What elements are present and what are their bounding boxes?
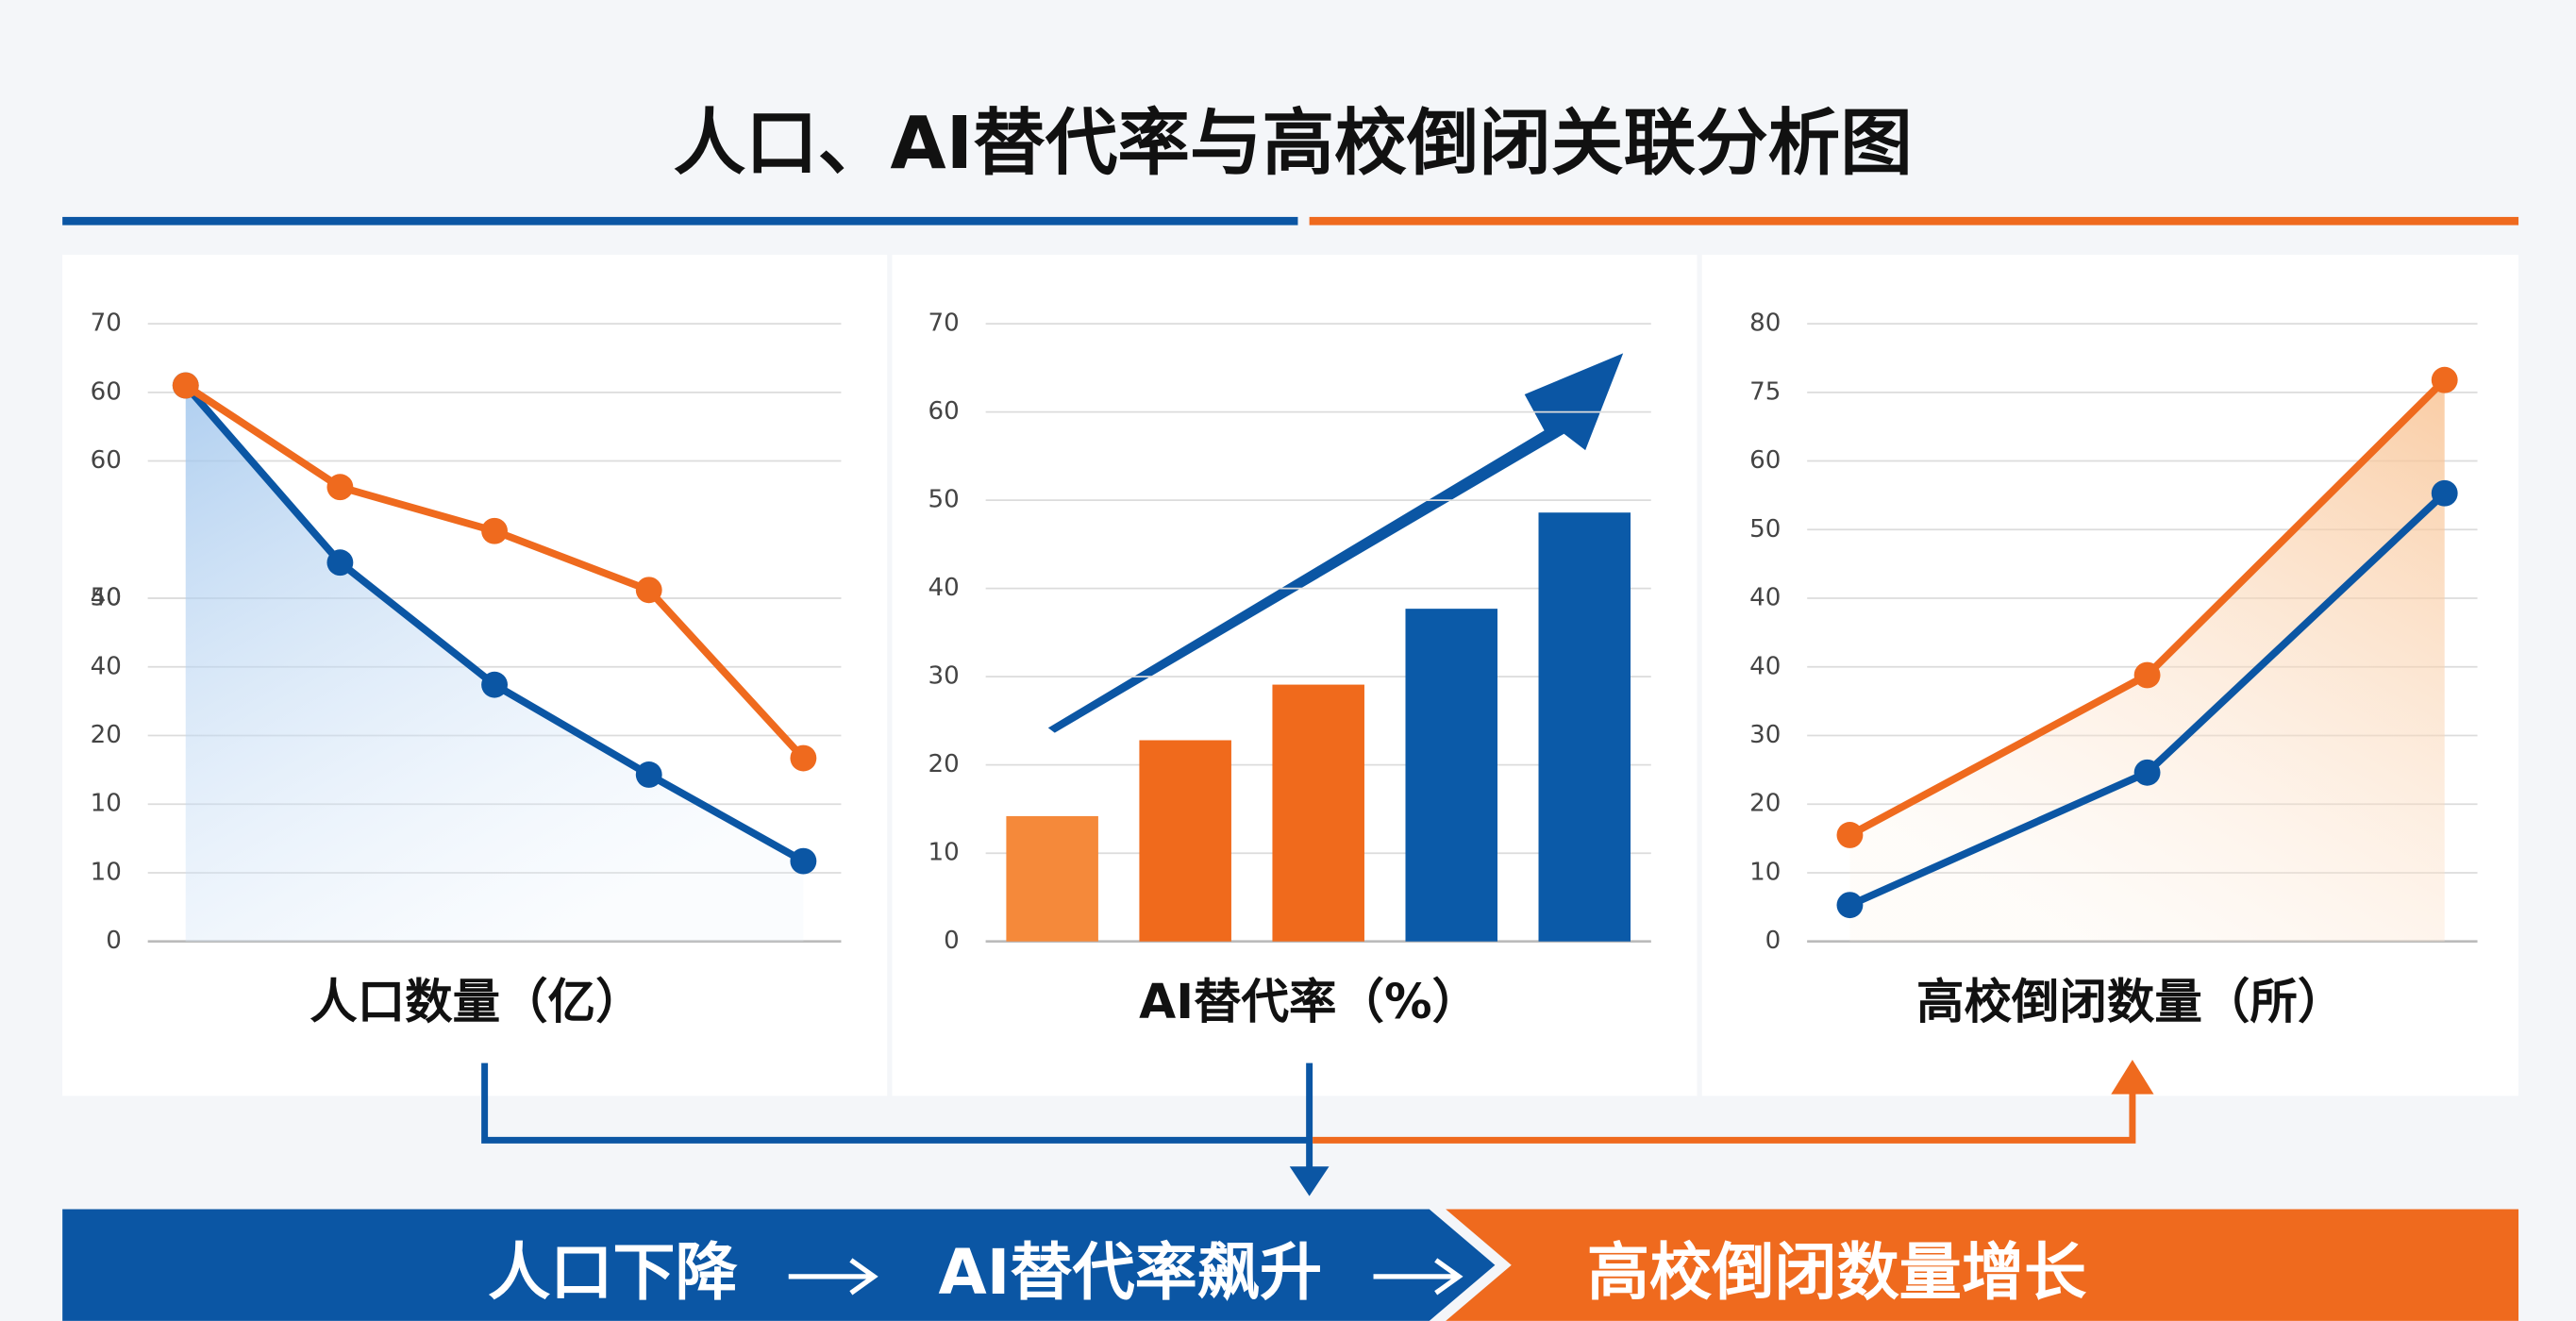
y-tick-label: 0 xyxy=(106,927,122,955)
y-tick-label: 30 xyxy=(928,662,960,691)
banner-arrow xyxy=(788,1258,878,1296)
y-tick-label: 40 xyxy=(1749,584,1781,612)
connector xyxy=(481,1062,1310,1144)
x-axis-label: AI替代率（%） xyxy=(1139,974,1480,1029)
point xyxy=(481,671,508,698)
y-tick-label: 70 xyxy=(91,309,122,338)
y-tick-label: 50 xyxy=(928,486,960,514)
point xyxy=(326,549,354,577)
y-tick-label: 10 xyxy=(928,839,960,867)
x-axis-label: 高校倒闭数量（所） xyxy=(1916,974,2345,1029)
point xyxy=(481,517,508,544)
banner-left xyxy=(62,1209,1496,1321)
y-tick-label: 80 xyxy=(1749,309,1781,338)
bar xyxy=(1272,684,1364,942)
connector-arrowhead xyxy=(2111,1060,2154,1095)
point xyxy=(2431,366,2458,393)
y-tick-label: 20 xyxy=(928,750,960,778)
y-tick-label: 10 xyxy=(1749,858,1781,886)
title-underline xyxy=(62,216,1298,226)
connector-arrowhead xyxy=(1289,1166,1330,1196)
point xyxy=(790,744,817,772)
banner-arrow xyxy=(1373,1258,1464,1296)
bar xyxy=(1538,512,1631,942)
banner-right xyxy=(1446,1209,2519,1321)
point xyxy=(172,372,199,399)
y-tick-label: 40 xyxy=(928,574,960,602)
point xyxy=(326,474,354,501)
area xyxy=(1849,379,2445,942)
y-tick-label: 50 xyxy=(1749,515,1781,543)
y-tick-label: 10 xyxy=(91,858,122,886)
x-axis-label: 人口数量（亿） xyxy=(309,974,643,1029)
y-tick-label: 40 xyxy=(91,652,122,680)
y-tick-label: 70 xyxy=(928,309,960,338)
banner-text: AI替代率飙升 xyxy=(939,1236,1323,1309)
point xyxy=(1836,892,1864,919)
connector xyxy=(1313,1091,2136,1144)
y-tick-label: 75 xyxy=(1749,377,1781,406)
y-tick-label: 40 xyxy=(91,584,122,612)
y-tick-label: 50 xyxy=(91,584,122,612)
title-underline xyxy=(1309,216,2519,226)
point xyxy=(2133,759,2161,786)
point xyxy=(2431,479,2458,507)
area xyxy=(185,385,804,942)
y-tick-label: 60 xyxy=(1749,446,1781,475)
bar xyxy=(1139,740,1231,942)
y-tick-label: 30 xyxy=(1749,721,1781,749)
point xyxy=(1836,822,1864,848)
y-tick-label: 20 xyxy=(91,721,122,749)
banner-text: 人口下降 xyxy=(488,1236,738,1309)
point xyxy=(635,577,662,604)
y-tick-label: 40 xyxy=(1749,652,1781,680)
bar xyxy=(1006,815,1098,942)
y-tick-label: 20 xyxy=(1749,790,1781,818)
banner-text: 高校倒闭数量增长 xyxy=(1587,1236,2086,1309)
page-title: 人口、AI替代率与高校倒闭关联分析图 xyxy=(674,102,1913,186)
y-tick-label: 10 xyxy=(91,790,122,818)
y-tick-label: 0 xyxy=(944,927,960,955)
point xyxy=(790,847,817,875)
y-tick-label: 0 xyxy=(1765,927,1781,955)
point xyxy=(635,761,662,788)
bar xyxy=(1405,609,1497,942)
y-tick-label: 60 xyxy=(91,377,122,406)
point xyxy=(2133,661,2161,689)
y-tick-label: 60 xyxy=(928,397,960,426)
y-tick-label: 60 xyxy=(91,446,122,475)
trend-arrow xyxy=(1047,353,1624,733)
